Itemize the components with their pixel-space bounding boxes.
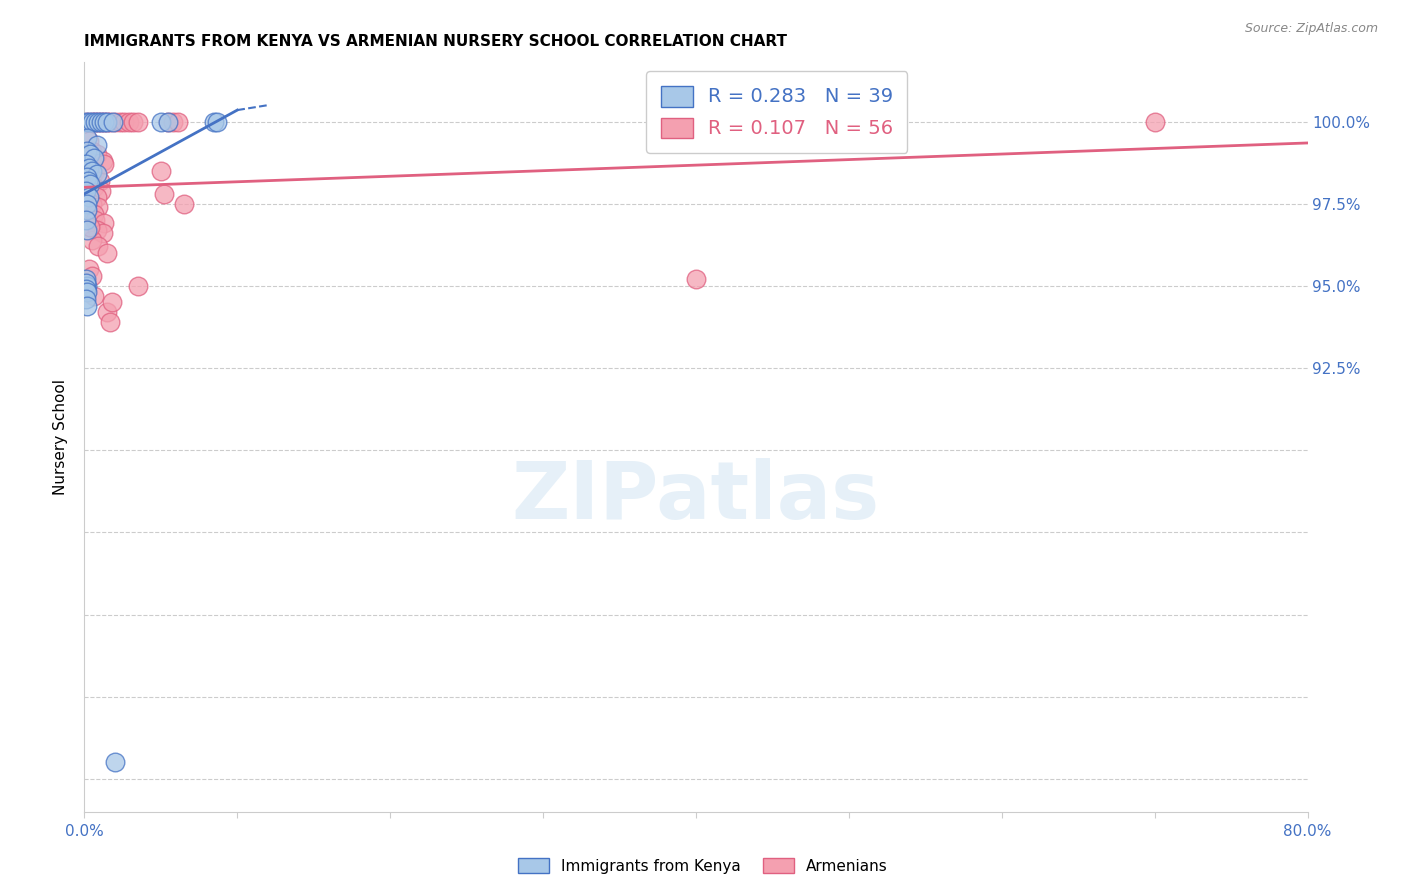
Point bbox=[101, 295, 124, 310]
Point bbox=[90, 114, 112, 128]
Point bbox=[153, 186, 176, 201]
Legend: R = 0.283   N = 39, R = 0.107   N = 56: R = 0.283 N = 39, R = 0.107 N = 56 bbox=[647, 71, 907, 153]
Point bbox=[76, 299, 98, 313]
Point bbox=[77, 190, 100, 204]
Point bbox=[84, 114, 107, 128]
Point bbox=[79, 161, 101, 175]
Point bbox=[79, 147, 101, 161]
Y-axis label: Nursery School: Nursery School bbox=[53, 379, 69, 495]
Point bbox=[96, 305, 118, 319]
Point bbox=[93, 217, 115, 231]
Point bbox=[104, 114, 127, 128]
Point bbox=[98, 114, 121, 128]
Point bbox=[79, 219, 101, 234]
Point bbox=[80, 268, 103, 283]
Point bbox=[96, 114, 118, 128]
Text: Source: ZipAtlas.com: Source: ZipAtlas.com bbox=[1244, 22, 1378, 36]
Point bbox=[77, 114, 100, 128]
Point bbox=[112, 114, 135, 128]
Point bbox=[75, 292, 97, 306]
Point bbox=[86, 223, 108, 237]
Point bbox=[90, 114, 112, 128]
Point bbox=[83, 180, 105, 194]
Point bbox=[86, 167, 108, 181]
Point bbox=[127, 279, 149, 293]
Point bbox=[89, 174, 111, 188]
Point bbox=[80, 164, 103, 178]
Point bbox=[80, 196, 103, 211]
Point bbox=[166, 114, 188, 128]
Point bbox=[149, 164, 172, 178]
Point bbox=[86, 147, 108, 161]
Point bbox=[80, 114, 103, 128]
Text: ZIPatlas: ZIPatlas bbox=[512, 458, 880, 536]
Point bbox=[86, 137, 108, 152]
Point bbox=[86, 190, 108, 204]
Point bbox=[122, 114, 145, 128]
Point bbox=[77, 174, 100, 188]
Point bbox=[76, 131, 98, 145]
Point bbox=[76, 285, 98, 300]
Point bbox=[76, 114, 98, 128]
Point bbox=[75, 276, 97, 290]
Point bbox=[83, 206, 105, 220]
Point bbox=[76, 223, 98, 237]
Point bbox=[83, 289, 105, 303]
Point bbox=[157, 114, 180, 128]
Point bbox=[118, 114, 141, 128]
Point bbox=[685, 272, 707, 286]
Point bbox=[127, 114, 149, 128]
Point bbox=[76, 279, 98, 293]
Point bbox=[91, 227, 114, 241]
Point bbox=[103, 114, 125, 128]
Point bbox=[93, 114, 115, 128]
Point bbox=[93, 157, 115, 171]
Point bbox=[96, 246, 118, 260]
Point bbox=[108, 114, 131, 128]
Point bbox=[149, 114, 172, 128]
Point bbox=[104, 756, 127, 770]
Point bbox=[76, 203, 98, 218]
Point bbox=[79, 177, 101, 191]
Point bbox=[80, 114, 103, 128]
Point bbox=[75, 157, 97, 171]
Point bbox=[84, 213, 107, 227]
Point bbox=[75, 272, 97, 286]
Point bbox=[76, 144, 98, 158]
Point bbox=[202, 114, 225, 128]
Point bbox=[77, 134, 100, 148]
Point bbox=[83, 151, 105, 165]
Point bbox=[1143, 114, 1166, 128]
Point bbox=[157, 114, 180, 128]
Point bbox=[93, 114, 115, 128]
Point bbox=[87, 239, 110, 253]
Point bbox=[84, 164, 107, 178]
Point bbox=[96, 114, 118, 128]
Point bbox=[84, 114, 107, 128]
Legend: Immigrants from Kenya, Armenians: Immigrants from Kenya, Armenians bbox=[512, 852, 894, 880]
Point bbox=[162, 114, 184, 128]
Point bbox=[76, 170, 98, 185]
Point bbox=[87, 200, 110, 214]
Point bbox=[80, 233, 103, 247]
Point bbox=[76, 196, 98, 211]
Point bbox=[91, 154, 114, 169]
Point bbox=[87, 114, 110, 128]
Point bbox=[80, 144, 103, 158]
Point bbox=[75, 184, 97, 198]
Point bbox=[173, 196, 195, 211]
Point bbox=[90, 184, 112, 198]
Text: IMMIGRANTS FROM KENYA VS ARMENIAN NURSERY SCHOOL CORRELATION CHART: IMMIGRANTS FROM KENYA VS ARMENIAN NURSER… bbox=[84, 34, 787, 49]
Point bbox=[75, 114, 97, 128]
Point bbox=[77, 161, 100, 175]
Point bbox=[98, 315, 121, 329]
Point bbox=[75, 282, 97, 296]
Point bbox=[80, 170, 103, 185]
Point bbox=[77, 262, 100, 277]
Point bbox=[207, 114, 229, 128]
Point bbox=[87, 114, 110, 128]
Point bbox=[75, 213, 97, 227]
